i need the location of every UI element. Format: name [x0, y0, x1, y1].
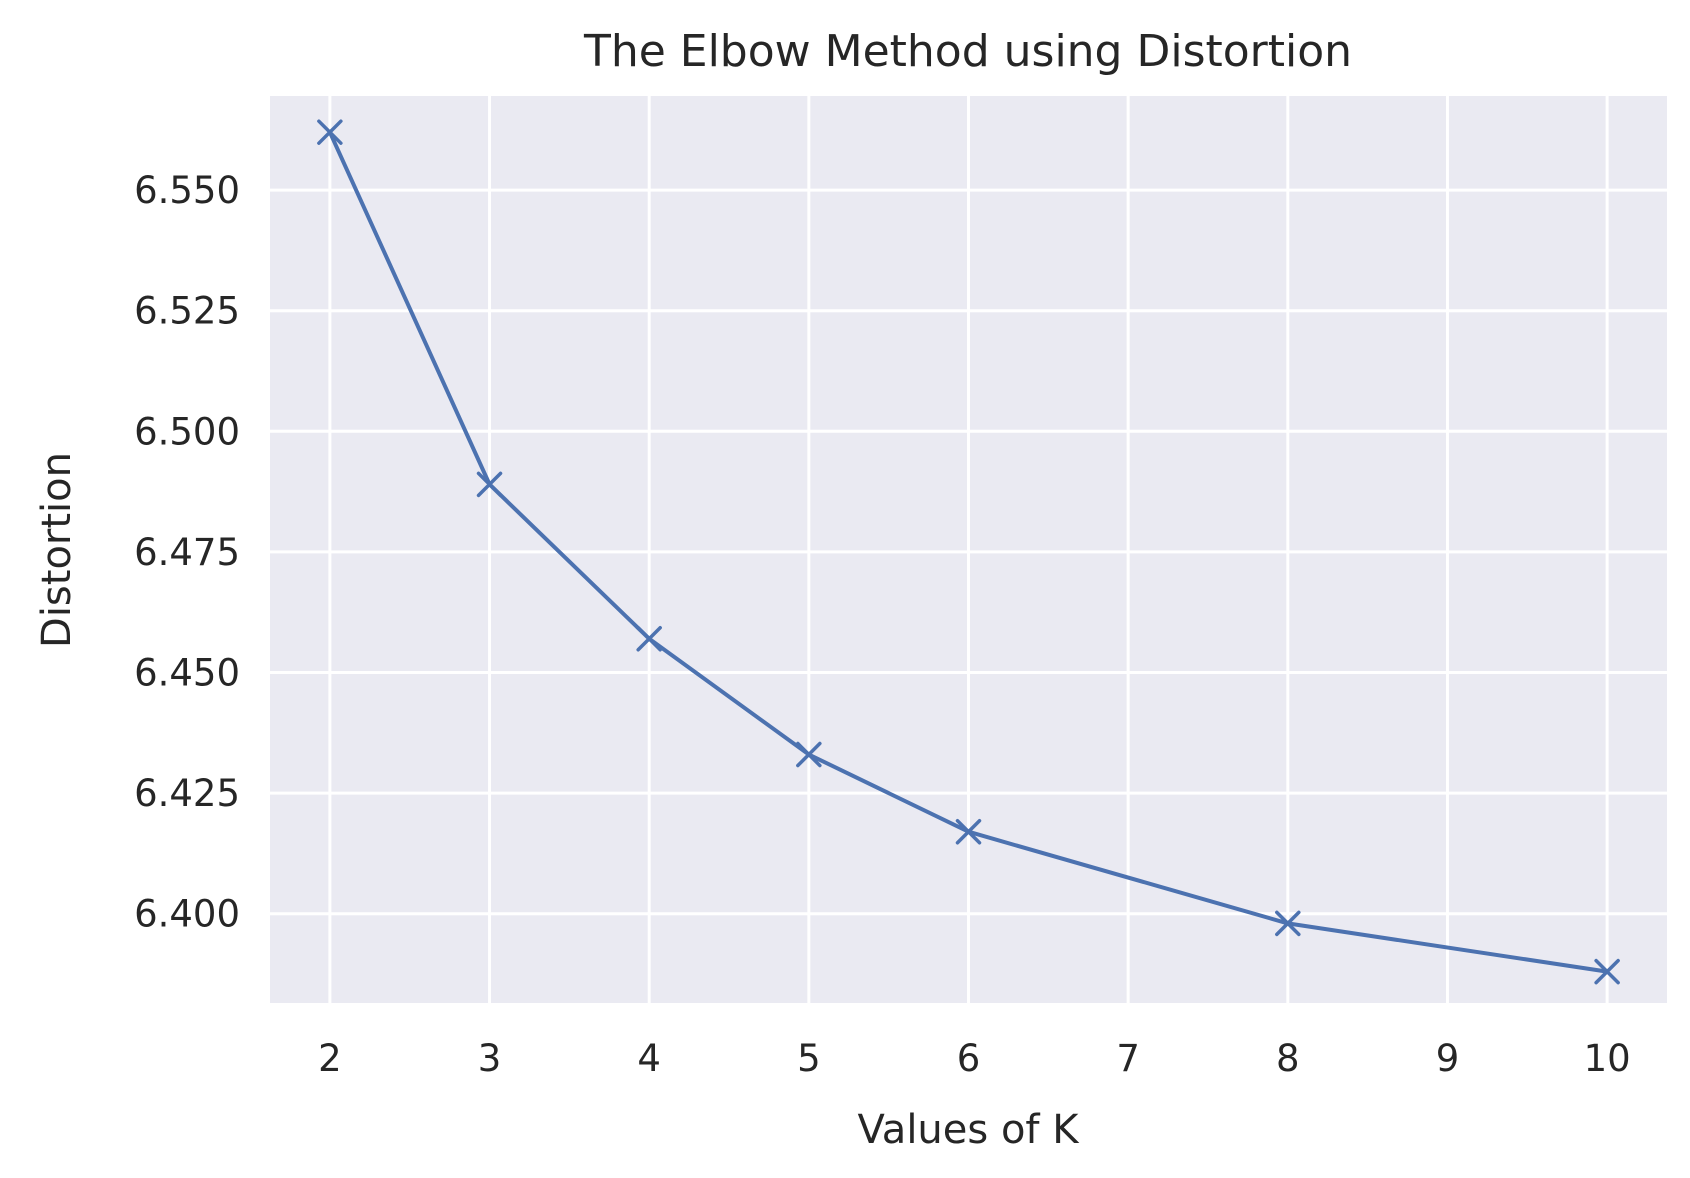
y-tick-label: 6.525	[134, 290, 240, 333]
x-tick-label: 3	[478, 1037, 502, 1080]
data-point-marker	[955, 818, 982, 845]
data-point-marker	[317, 119, 343, 145]
y-axis-label: Distortion	[34, 452, 80, 648]
y-tick-label: 6.400	[134, 893, 240, 936]
x-tick-label: 10	[1584, 1037, 1631, 1080]
y-tick-label: 6.475	[134, 531, 240, 574]
y-tick-label: 6.425	[134, 772, 240, 815]
data-markers	[317, 119, 1620, 985]
x-tick-label: 4	[637, 1037, 661, 1080]
y-tick-label: 6.500	[134, 410, 240, 453]
x-tick-label: 7	[1116, 1037, 1140, 1080]
data-point-marker	[1594, 958, 1620, 985]
data-point-marker	[636, 626, 662, 652]
grid-lines	[270, 96, 1667, 1003]
x-axis-ticks: 2 3 4 5 6 7 8 9 10	[318, 1037, 1631, 1080]
x-tick-label: 2	[318, 1037, 342, 1080]
x-axis-label: Values of K	[858, 1107, 1081, 1153]
data-point-marker	[1275, 910, 1301, 937]
data-point-marker	[796, 741, 822, 768]
x-tick-label: 6	[957, 1037, 981, 1080]
x-tick-label: 8	[1276, 1037, 1300, 1080]
chart-title: The Elbow Method using Distortion	[583, 26, 1352, 77]
data-point-marker	[476, 471, 503, 498]
x-tick-label: 5	[797, 1037, 821, 1080]
y-tick-label: 6.550	[134, 169, 240, 212]
y-tick-label: 6.450	[134, 652, 240, 695]
y-axis-ticks: 6.400 6.425 6.450 6.475 6.500 6.525 6.550	[134, 169, 240, 936]
x-tick-label: 9	[1436, 1037, 1460, 1080]
